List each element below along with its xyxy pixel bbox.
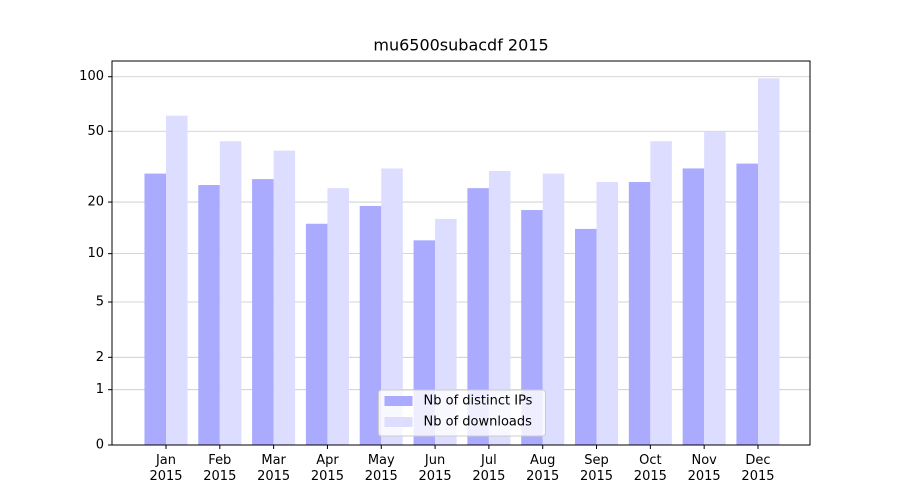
- y-tick-label: 10: [87, 246, 104, 261]
- bar: [273, 150, 296, 446]
- x-tick-label: Sep 2015: [579, 453, 614, 484]
- bar: [488, 170, 511, 445]
- y-tick-label: 0: [96, 438, 104, 453]
- x-tick-label: Apr 2015: [310, 453, 344, 484]
- x-tick-label: May 2015: [364, 453, 398, 484]
- y-tick-label: 20: [87, 195, 104, 210]
- y-tick-label: 100: [79, 69, 104, 84]
- bar: [219, 141, 242, 445]
- plot-frame: [111, 60, 811, 446]
- bar: [381, 168, 403, 445]
- x-tick-label: Feb 2015: [203, 453, 237, 484]
- bar: [144, 173, 166, 446]
- legend-box: [378, 389, 546, 437]
- bar: [359, 205, 382, 445]
- x-tick-label: Jan 2015: [149, 453, 183, 484]
- bar: [704, 131, 726, 445]
- x-tick-label: Oct 2015: [633, 453, 667, 484]
- bar: [467, 188, 489, 445]
- bar: [327, 188, 349, 445]
- x-tick-label: Aug 2015: [526, 453, 560, 484]
- bar: [521, 210, 543, 445]
- x-tick-label: Jun 2015: [418, 453, 452, 484]
- legend-label: Nb of distinct IPs: [424, 394, 533, 409]
- bar: [736, 163, 758, 445]
- bar: [628, 182, 651, 445]
- bar: [252, 179, 274, 445]
- legend-label: Nb of downloads: [424, 415, 533, 430]
- bar: [650, 141, 672, 445]
- bar: [435, 218, 457, 445]
- bar: [198, 185, 220, 445]
- y-tick-label: 5: [96, 295, 104, 310]
- legend: Nb of distinct IPs Nb of downloads: [378, 389, 546, 437]
- y-tick-label: 2: [96, 350, 104, 365]
- y-tick-label: 50: [87, 124, 104, 139]
- chart-title: mu6500subacdf 2015: [373, 36, 548, 55]
- bar: [596, 182, 619, 445]
- x-tick-label: Nov 2015: [687, 453, 721, 484]
- legend-swatch: [384, 417, 413, 427]
- bar: [166, 115, 188, 446]
- y-tick-label: 1: [96, 382, 104, 397]
- x-tick-label: Mar 2015: [257, 453, 291, 484]
- bar: [542, 173, 565, 446]
- x-tick-label: Jul 2015: [472, 453, 506, 484]
- legend-swatch: [384, 396, 413, 406]
- x-tick-label: Dec 2015: [741, 453, 775, 484]
- bar: [575, 228, 597, 445]
- bar: [305, 223, 328, 445]
- bar: [682, 168, 705, 445]
- bar: [757, 78, 780, 445]
